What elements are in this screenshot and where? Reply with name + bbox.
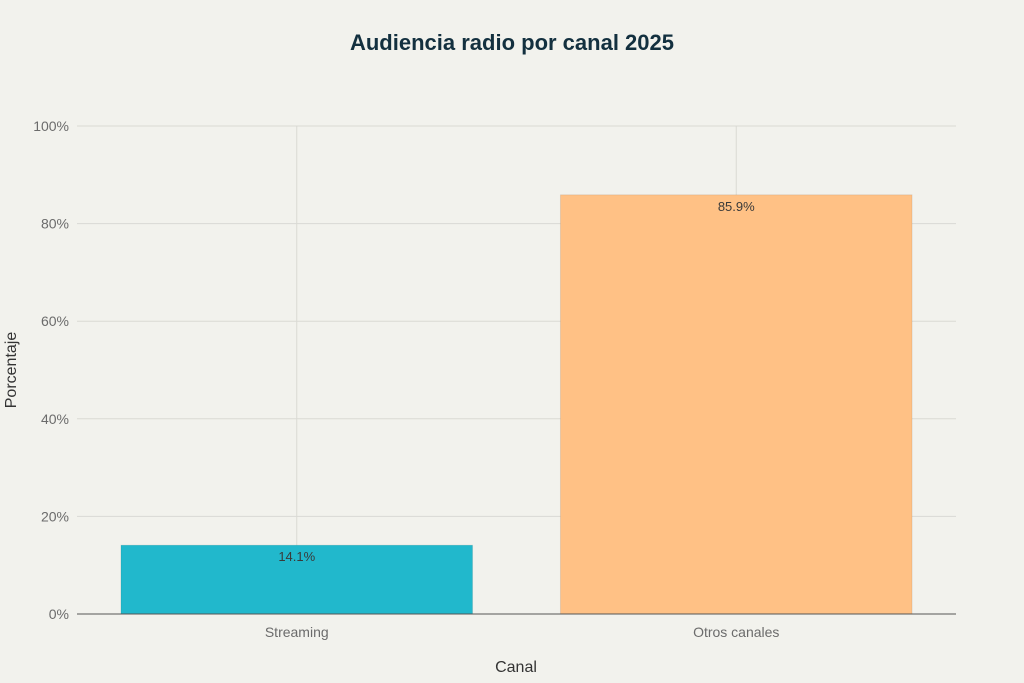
labels-layer: 14.1% 85.9%: [278, 199, 755, 564]
bar-otros-canales: [559, 194, 913, 615]
data-label-streaming: 14.1%: [278, 549, 315, 564]
y-tick-label: 0%: [49, 606, 69, 622]
x-tick-label: Streaming: [265, 624, 329, 640]
y-tick-label: 100%: [33, 118, 69, 134]
y-tick-label: 80%: [41, 216, 69, 232]
x-tick-label: Otros canales: [693, 624, 779, 640]
data-label-otros-canales: 85.9%: [718, 199, 755, 214]
y-tick-labels: 0% 20% 40% 60% 80% 100%: [33, 118, 69, 622]
bars-layer: [120, 194, 913, 615]
y-axis-title: Porcentaje: [3, 332, 20, 409]
x-tick-labels: Streaming Otros canales: [265, 624, 780, 640]
x-axis-title: Canal: [495, 659, 537, 676]
y-tick-label: 40%: [41, 411, 69, 427]
y-tick-label: 20%: [41, 508, 69, 524]
y-tick-label: 60%: [41, 313, 69, 329]
chart-title: Audiencia radio por canal 2025: [350, 30, 674, 55]
